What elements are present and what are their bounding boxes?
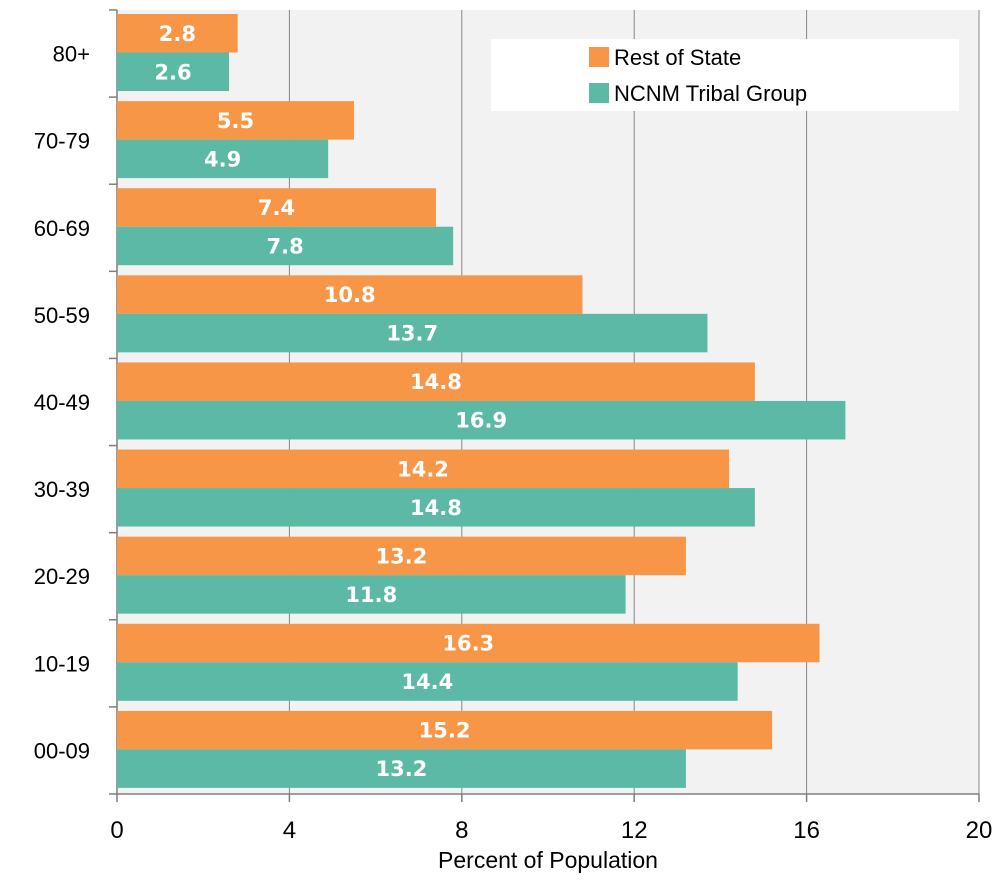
data-label: 2.6 bbox=[154, 60, 191, 84]
category-label: 70-79 bbox=[34, 129, 90, 154]
bar bbox=[117, 400, 846, 440]
bar bbox=[117, 275, 583, 314]
legend-label-rest-of-state: Rest of State bbox=[614, 45, 741, 70]
category-label: 10-19 bbox=[34, 651, 90, 676]
data-label: 10.8 bbox=[324, 283, 376, 307]
data-label: 14.8 bbox=[410, 496, 462, 520]
legend-swatch-rest-of-state bbox=[589, 47, 609, 67]
category-label: 20-29 bbox=[34, 564, 90, 589]
legend-box bbox=[491, 39, 959, 111]
bar bbox=[117, 52, 230, 91]
bar bbox=[117, 662, 738, 701]
bar bbox=[117, 14, 238, 53]
data-label: 2.8 bbox=[159, 22, 196, 46]
bar bbox=[117, 710, 773, 750]
x-tick-label: 12 bbox=[621, 817, 648, 844]
legend: Rest of State NCNM Tribal Group bbox=[491, 39, 959, 111]
bar bbox=[117, 623, 820, 663]
legend-label-ncnm-tribal-group: NCNM Tribal Group bbox=[614, 81, 807, 106]
legend-swatch-ncnm-tribal-group bbox=[589, 83, 609, 103]
x-tick-label: 4 bbox=[283, 817, 296, 844]
data-label: 5.5 bbox=[217, 109, 254, 133]
category-label: 40-49 bbox=[34, 390, 90, 415]
x-tick-label: 0 bbox=[110, 817, 123, 844]
bar bbox=[117, 226, 454, 266]
bar bbox=[117, 188, 436, 227]
data-label: 11.8 bbox=[345, 583, 397, 607]
data-label: 16.3 bbox=[442, 632, 494, 656]
data-label: 14.4 bbox=[401, 670, 453, 694]
x-tick-labels: 0 4 8 12 16 20 bbox=[110, 817, 992, 844]
bar bbox=[117, 362, 755, 401]
bar bbox=[117, 449, 730, 489]
category-label: 80+ bbox=[53, 42, 90, 67]
category-label: 60-69 bbox=[34, 216, 90, 241]
data-label: 13.2 bbox=[376, 544, 428, 568]
bars: 2.8 2.6 5.5 4.9 7.4 7.8 10.8 13.7 14.8 16.914.2 14… bbox=[117, 14, 846, 788]
category-label: 30-39 bbox=[34, 477, 90, 502]
data-label: 7.4 bbox=[258, 196, 295, 220]
data-label: 14.8 bbox=[410, 370, 462, 394]
bar bbox=[117, 749, 686, 788]
category-label: 50-59 bbox=[34, 303, 90, 328]
data-label: 7.8 bbox=[266, 234, 303, 258]
bar bbox=[117, 101, 355, 140]
x-tick-label: 20 bbox=[966, 817, 993, 844]
data-label: 16.9 bbox=[455, 409, 507, 433]
bar bbox=[117, 536, 686, 576]
y-category-labels: 80+ 70-79 60-69 50-59 40-49 30-39 20-29 10-19 00… bbox=[34, 42, 90, 764]
bar bbox=[117, 575, 626, 614]
data-label: 14.2 bbox=[397, 457, 449, 481]
bar bbox=[117, 313, 708, 353]
bar bbox=[117, 139, 329, 179]
data-label: 13.2 bbox=[376, 757, 428, 781]
data-label: 4.9 bbox=[204, 147, 241, 171]
data-label: 15.2 bbox=[419, 719, 471, 743]
x-axis-title: Percent of Population bbox=[438, 847, 658, 873]
data-label: 13.7 bbox=[386, 322, 438, 346]
category-label: 00-09 bbox=[34, 738, 90, 763]
x-tick-label: 16 bbox=[793, 817, 820, 844]
x-tick-label: 8 bbox=[455, 817, 468, 844]
bar bbox=[117, 488, 755, 527]
